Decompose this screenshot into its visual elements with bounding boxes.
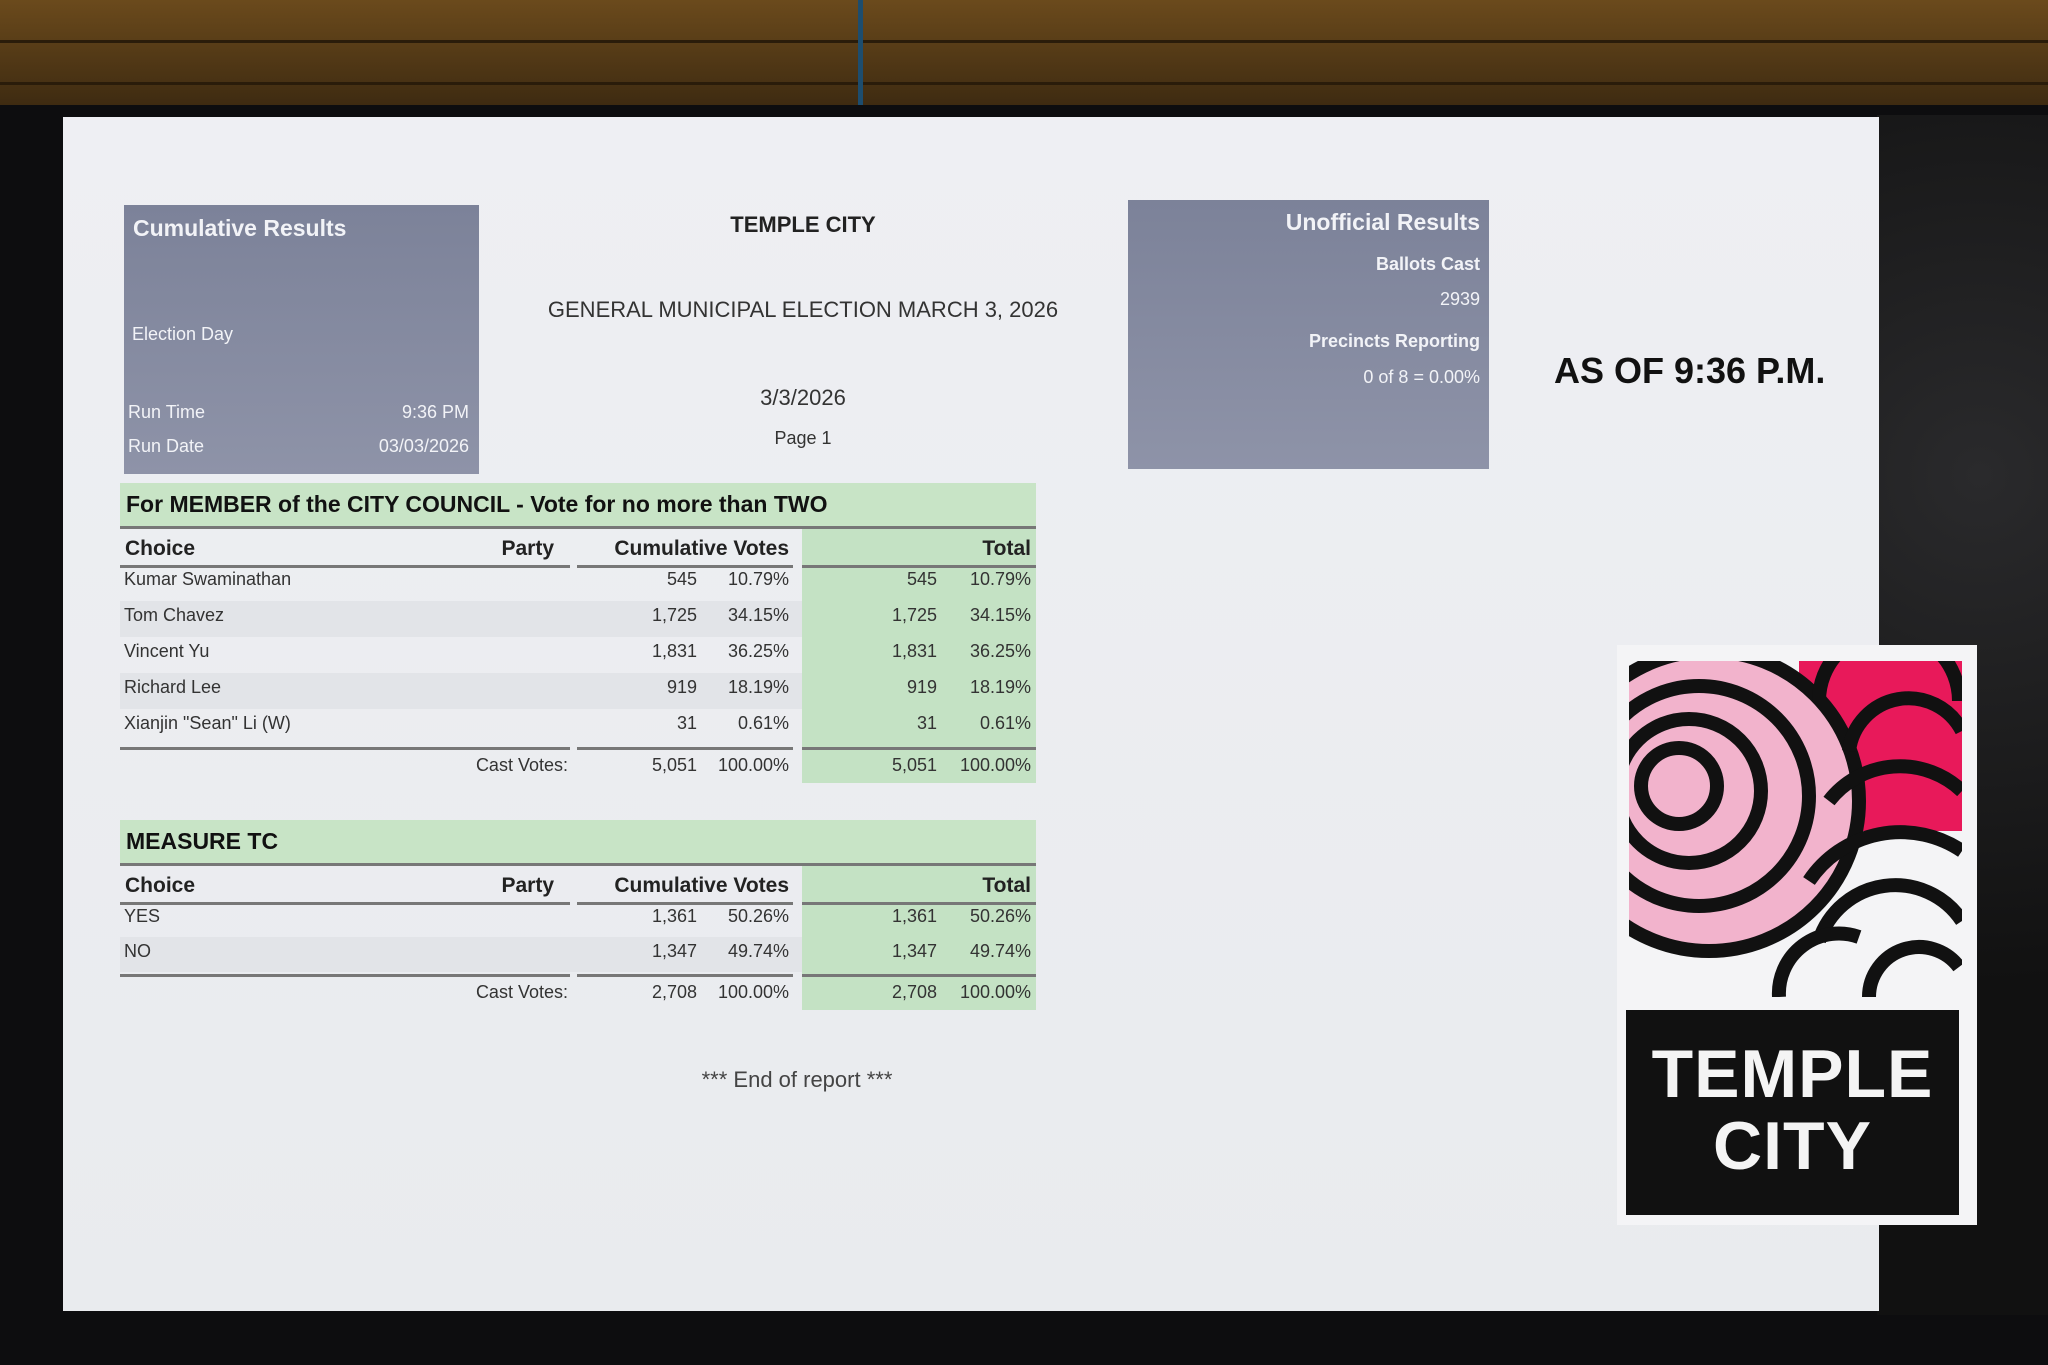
cumulative-votes: 1,725 (651, 605, 697, 625)
precincts-reporting-value: 0 of 8 = 0.00% (1363, 367, 1480, 387)
contest-title: For MEMBER of the CITY COUNCIL - Vote fo… (120, 483, 1036, 529)
cumulative-votes: 1,361 (651, 906, 697, 926)
header-underline (120, 565, 570, 568)
report-title: TEMPLE CITY (730, 212, 876, 237)
box-title: Cumulative Results (133, 215, 347, 241)
cast-total: 5,051 (891, 755, 937, 775)
precincts-reporting-label: Precincts Reporting (1308, 331, 1480, 351)
cumulative-percent: 34.15% (727, 605, 789, 625)
column-header-choice: Choice (125, 537, 196, 560)
run-date-label: Run Date (128, 436, 205, 456)
rows-underline (802, 974, 1036, 977)
cumulative-votes: 545 (666, 569, 697, 589)
run-time-value: 9:36 PM (401, 402, 469, 422)
header-underline (120, 902, 570, 905)
election-day-label: Election Day (132, 324, 234, 344)
row-stripe (120, 673, 802, 709)
logo-line-1: TEMPLE (1651, 1036, 1934, 1112)
cumulative-votes: 1,831 (651, 641, 697, 661)
choice-name: Xianjin "Sean" Li (W) (124, 713, 291, 733)
cumulative-percent: 36.25% (727, 641, 789, 661)
report-date: 3/3/2026 (760, 385, 846, 410)
rows-underline (120, 974, 570, 977)
run-date-value: 03/03/2026 (378, 436, 469, 456)
cumulative-votes: 31 (676, 713, 697, 733)
column-header-cumulative: Cumulative Votes (614, 874, 789, 897)
total-votes: 919 (906, 677, 937, 697)
end-of-report: *** End of report *** (701, 1067, 893, 1092)
total-percent: 10.79% (969, 569, 1031, 589)
column-header-total: Total (982, 874, 1031, 897)
total-votes: 545 (906, 569, 937, 589)
cast-votes: 5,051 (651, 755, 697, 775)
row-stripe (120, 601, 802, 637)
cast-votes: 2,708 (651, 982, 697, 1002)
column-header-party: Party (501, 537, 554, 560)
total-votes: 31 (916, 713, 937, 733)
page-number: Page 1 (774, 428, 832, 448)
total-percent: 18.19% (969, 677, 1031, 697)
cast-percent: 100.00% (717, 982, 789, 1002)
rows-underline (577, 747, 793, 750)
total-votes: 1,347 (891, 941, 937, 961)
ballots-cast-value: 2939 (1439, 289, 1480, 309)
rows-underline (120, 747, 570, 750)
cast-total-percent: 100.00% (959, 755, 1031, 775)
total-percent: 34.15% (969, 605, 1031, 625)
total-column-bg (802, 866, 1036, 1010)
choice-name: Kumar Swaminathan (124, 569, 292, 589)
cast-percent: 100.00% (717, 755, 789, 775)
header-underline (577, 902, 793, 905)
column-header-total: Total (982, 537, 1031, 560)
cast-total: 2,708 (891, 982, 937, 1002)
cumulative-percent: 49.74% (727, 941, 789, 961)
total-percent: 36.25% (969, 641, 1031, 661)
header-underline (802, 565, 1036, 568)
rows-underline (577, 974, 793, 977)
cumulative-percent: 0.61% (737, 713, 789, 733)
cumulative-percent: 18.19% (727, 677, 789, 697)
rose-logo-art (1629, 661, 1962, 997)
logo-wordmark: TEMPLE CITY (1626, 1010, 1959, 1215)
contest-title: MEASURE TC (120, 820, 1036, 866)
header-underline (802, 902, 1036, 905)
cumulative-votes: 1,347 (651, 941, 697, 961)
election-name: GENERAL MUNICIPAL ELECTION MARCH 3, 2026 (547, 297, 1059, 322)
total-votes: 1,831 (891, 641, 937, 661)
choice-name: Tom Chavez (124, 605, 225, 625)
cumulative-percent: 10.79% (727, 569, 789, 589)
row-stripe (120, 937, 802, 972)
total-votes: 1,725 (891, 605, 937, 625)
cumulative-results-box: Cumulative Results Election Day Run Time… (124, 205, 479, 474)
column-header-party: Party (501, 874, 554, 897)
total-percent: 50.26% (969, 906, 1031, 926)
total-percent: 49.74% (969, 941, 1031, 961)
cast-votes-label: Cast Votes: (475, 982, 568, 1002)
logo-line-2: CITY (1713, 1108, 1872, 1184)
cast-votes-label: Cast Votes: (475, 755, 568, 775)
header-underline (577, 565, 793, 568)
ballots-cast-label: Ballots Cast (1375, 254, 1480, 274)
total-percent: 0.61% (979, 713, 1031, 733)
choice-name: Richard Lee (124, 677, 222, 697)
column-header-cumulative: Cumulative Votes (614, 537, 789, 560)
unofficial-results-box: Unofficial Results Ballots Cast 2939 Pre… (1128, 200, 1489, 469)
cumulative-votes: 919 (666, 677, 697, 697)
cumulative-percent: 50.26% (727, 906, 789, 926)
cable (858, 0, 863, 110)
column-header-choice: Choice (125, 874, 196, 897)
brick-wall (0, 0, 2048, 115)
as-of-time: AS OF 9:36 P.M. (1554, 350, 1826, 391)
cast-total-percent: 100.00% (959, 982, 1031, 1002)
choice-name: NO (124, 941, 151, 961)
total-column-bg (802, 529, 1036, 783)
total-votes: 1,361 (891, 906, 937, 926)
box-title: Unofficial Results (1285, 209, 1480, 235)
choice-name: Vincent Yu (124, 641, 210, 661)
rows-underline (802, 747, 1036, 750)
run-time-label: Run Time (128, 402, 206, 422)
choice-name: YES (124, 906, 161, 926)
